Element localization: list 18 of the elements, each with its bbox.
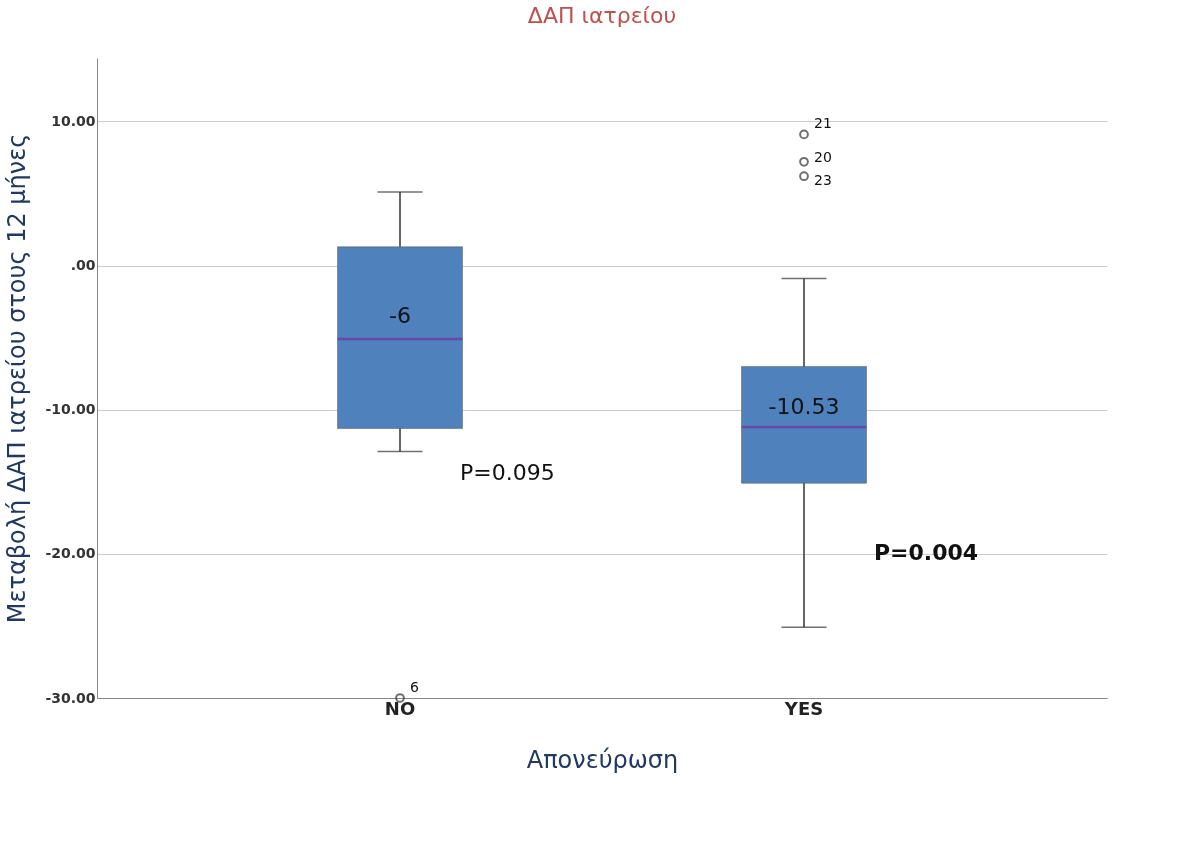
x-tick-label: NO xyxy=(384,697,416,719)
x-tick-label: YES xyxy=(783,697,824,719)
annotation: P=0.004 xyxy=(874,540,979,566)
y-tick-label: -10.00 xyxy=(45,401,96,418)
annotation: 6 xyxy=(410,679,419,695)
annotation: -10.53 xyxy=(768,393,840,419)
chart-title: ΔΑΠ ιατρείου xyxy=(527,3,677,28)
annotation: -6 xyxy=(389,303,411,329)
x-axis-title: Απονεύρωση xyxy=(526,745,679,774)
annotation: 21 xyxy=(814,115,832,132)
annotation: 23 xyxy=(814,172,832,189)
y-tick-label: -30.00 xyxy=(45,689,96,706)
y-tick-label: .00 xyxy=(70,257,96,274)
y-axis-title: Μεταβολή ΔΑΠ ιατρείου στους 12 μήνες xyxy=(3,133,32,624)
annotation: P=0.095 xyxy=(460,460,555,486)
y-tick-label: 10.00 xyxy=(51,112,96,129)
y-tick-label: -20.00 xyxy=(45,545,96,562)
annotation: 20 xyxy=(814,148,832,165)
